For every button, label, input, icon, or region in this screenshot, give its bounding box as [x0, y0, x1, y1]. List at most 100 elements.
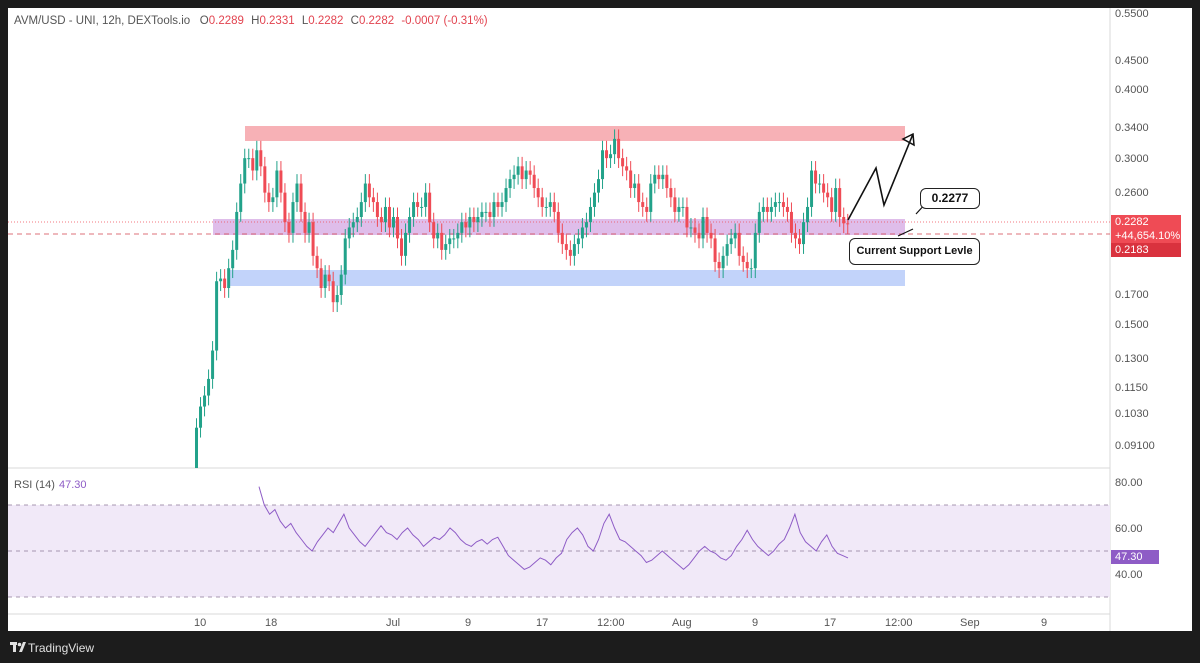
candle-body	[753, 232, 757, 269]
support-price-tag: 0.2183	[1111, 243, 1181, 257]
candle-body	[528, 170, 532, 175]
percent-change-tag: +44,654.10%	[1111, 229, 1181, 243]
candle-body	[826, 192, 830, 198]
candle-body	[810, 170, 814, 207]
candle-body	[283, 192, 287, 223]
candle-body	[649, 183, 653, 212]
candle-body	[223, 278, 227, 289]
footer-bar: TradingView	[0, 631, 1200, 663]
candle-body	[789, 211, 793, 233]
lower-support-zone	[229, 270, 905, 286]
candle-body	[295, 183, 299, 203]
candle-body	[597, 179, 600, 193]
candle-body	[468, 216, 472, 228]
candle-body	[717, 261, 721, 269]
candle-body	[802, 222, 806, 245]
projection-arrow-head	[901, 132, 915, 147]
candle-body	[806, 206, 810, 223]
candle-body	[239, 183, 243, 212]
candle-body	[371, 197, 375, 203]
candle-body	[243, 158, 247, 184]
candle-body	[681, 206, 685, 208]
candle-body	[737, 232, 741, 256]
candle-body	[645, 206, 649, 212]
candle-body	[677, 206, 681, 212]
candle-body	[830, 197, 834, 212]
candle-body	[605, 150, 609, 159]
symbol-title: AVM/USD - UNI, 12h, DEXTools.io	[14, 15, 191, 27]
support-pointer	[897, 228, 914, 237]
candle-body	[729, 238, 733, 245]
candle-body	[669, 188, 673, 198]
chart-canvas[interactable]: 0.5500 0.4500 0.4000 0.3400 0.3000 0.260…	[8, 8, 1192, 631]
candle-body	[745, 261, 749, 269]
tradingview-brand[interactable]: TradingView	[28, 641, 95, 655]
change-value: -0.0007 (-0.31%)	[401, 15, 488, 27]
candle-body	[540, 197, 544, 207]
low-value: 0.2282	[308, 15, 344, 27]
candle-body	[653, 174, 657, 184]
candle-body	[793, 232, 797, 239]
candle-body	[665, 174, 669, 189]
time-axis-label: 10	[194, 617, 206, 629]
candle-body	[705, 216, 709, 233]
candle-body	[564, 244, 568, 250]
time-axis-label: Jul	[386, 617, 400, 629]
candle-body	[814, 170, 818, 184]
candle-body	[472, 216, 476, 223]
candle-body	[689, 227, 693, 229]
price-scale-label: 0.4000	[1115, 84, 1149, 96]
candle-body	[568, 249, 572, 256]
candle-body	[387, 206, 391, 228]
candle-body	[231, 249, 235, 269]
candle-body	[383, 206, 387, 223]
candle-body	[351, 222, 355, 228]
candle-body	[544, 206, 548, 208]
candle-body	[834, 188, 838, 212]
projection-arrow	[847, 133, 914, 221]
candle-body	[496, 202, 500, 207]
price-scale-label: 0.1300	[1115, 353, 1149, 365]
candle-body	[247, 158, 251, 160]
candle-body	[287, 222, 291, 233]
candle-body	[508, 179, 512, 189]
rsi-label: RSI (14)	[14, 479, 55, 491]
candle-body	[757, 211, 761, 233]
candle-body	[838, 188, 842, 217]
candle-body	[355, 216, 359, 223]
last-price-tag: 0.2282	[1111, 215, 1181, 229]
candle-body	[741, 255, 745, 262]
target-price-callout[interactable]: 0.2277	[920, 188, 980, 209]
time-axis-label: 12:00	[597, 617, 625, 629]
chart-frame: 0.5500 0.4500 0.4000 0.3400 0.3000 0.260…	[8, 8, 1192, 631]
candle-body	[520, 166, 524, 180]
candle-body	[432, 222, 436, 239]
candle-body	[319, 268, 323, 289]
support-level-callout[interactable]: Current Support Levle	[849, 238, 980, 265]
candle-body	[263, 166, 267, 193]
candle-body	[460, 222, 464, 233]
time-axis-label: Aug	[672, 617, 692, 629]
candle-body	[404, 232, 408, 256]
candle-body	[633, 183, 637, 189]
candle-body	[259, 150, 263, 167]
time-axis-label: 12:00	[885, 617, 913, 629]
candle-body	[255, 150, 259, 171]
candle-body	[621, 158, 625, 167]
candle-body	[592, 192, 596, 207]
candle-body	[842, 216, 846, 224]
candle-body	[440, 232, 444, 250]
candle-body	[424, 192, 428, 207]
candle-body	[279, 170, 283, 193]
price-scale-label: 0.1700	[1115, 289, 1149, 301]
close-value: 0.2282	[358, 15, 395, 27]
candle-body	[609, 154, 613, 159]
time-axis-label: 9	[465, 617, 471, 629]
rsi-value-tag: 47.30	[1111, 550, 1159, 564]
candle-body	[769, 206, 773, 212]
candle-body	[625, 166, 629, 171]
candle-body	[773, 202, 777, 207]
candle-body	[396, 216, 399, 239]
candle-body	[785, 206, 789, 212]
candle-body	[588, 206, 592, 223]
